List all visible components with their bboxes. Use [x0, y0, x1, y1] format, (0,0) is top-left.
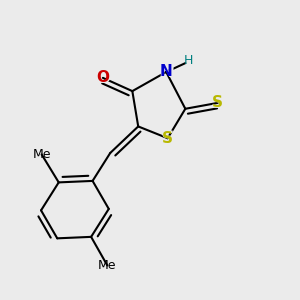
- Text: S: S: [161, 129, 175, 148]
- Text: H: H: [184, 54, 193, 67]
- Text: N: N: [160, 64, 172, 80]
- Text: Me: Me: [32, 148, 51, 161]
- Text: N: N: [158, 62, 174, 82]
- Text: O: O: [94, 68, 111, 87]
- Text: Me: Me: [98, 259, 117, 272]
- Text: O: O: [96, 70, 110, 86]
- Text: S: S: [212, 95, 223, 110]
- Text: S: S: [211, 93, 225, 112]
- Text: S: S: [162, 131, 173, 146]
